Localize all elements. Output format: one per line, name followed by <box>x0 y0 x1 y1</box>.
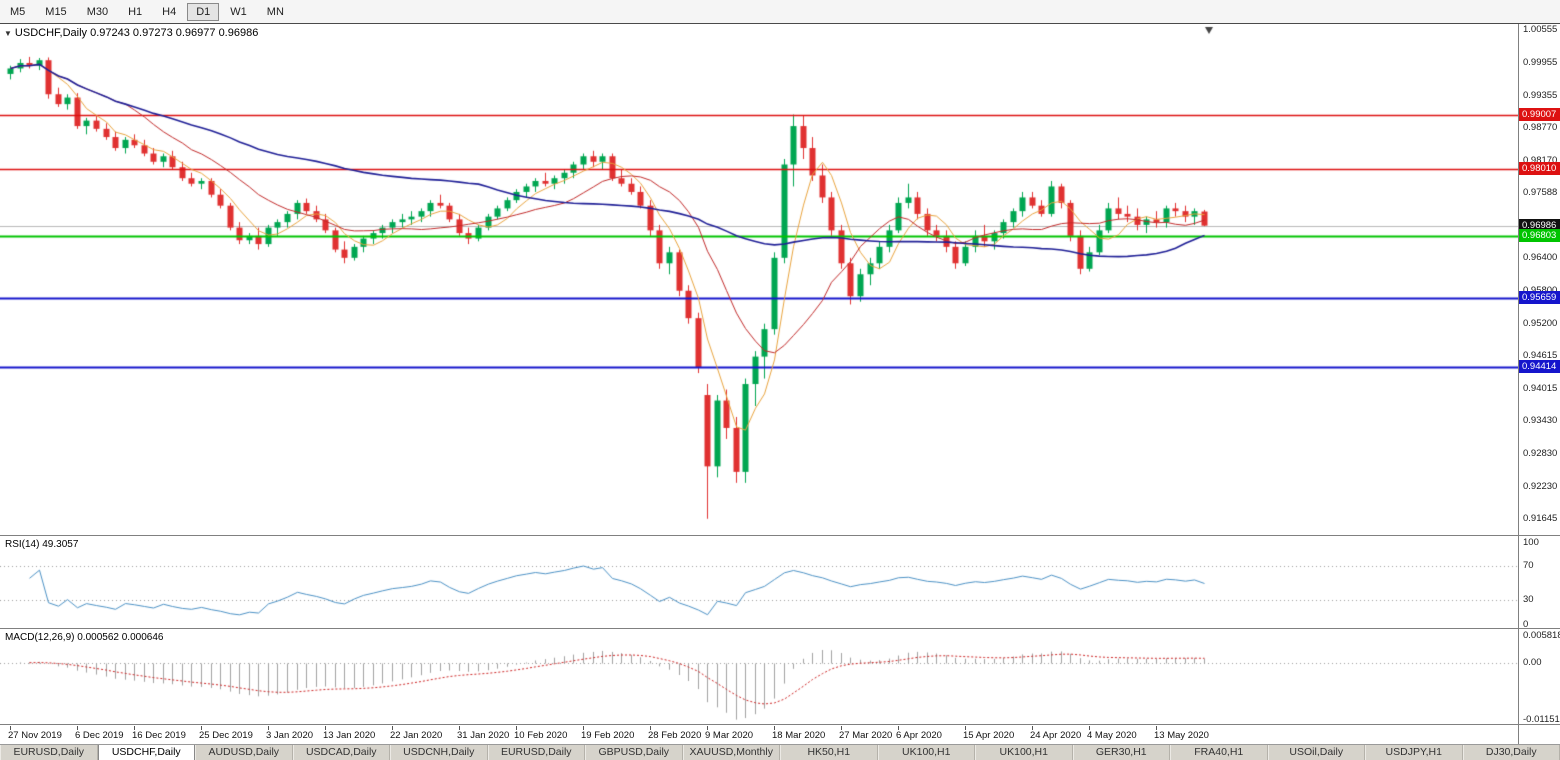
time-axis-label: 13 Jan 2020 <box>323 730 375 741</box>
rsi-chart-canvas[interactable] <box>0 537 1518 629</box>
chart-tab-4[interactable]: USDCNH,Daily <box>390 745 488 760</box>
time-axis-label: 6 Dec 2019 <box>75 730 124 741</box>
time-axis-label: 25 Dec 2019 <box>199 730 253 741</box>
price-level-badge: 0.94414 <box>1519 360 1560 373</box>
time-axis-label: 31 Jan 2020 <box>457 730 509 741</box>
price-chart-canvas[interactable] <box>0 24 1518 536</box>
price-axis-label: 0.99955 <box>1523 57 1557 68</box>
symbol-dropdown-icon[interactable]: ▼ <box>4 29 12 38</box>
rsi-axis-label: 30 <box>1523 594 1534 605</box>
chart-tab-1[interactable]: USDCHF,Daily <box>98 745 196 760</box>
chart-tab-12[interactable]: FRA40,H1 <box>1170 745 1268 760</box>
chart-tab-13[interactable]: USOil,Daily <box>1268 745 1366 760</box>
time-axis-label: 22 Jan 2020 <box>390 730 442 741</box>
price-level-badge: 0.96803 <box>1519 229 1560 242</box>
price-axis-label: 0.98770 <box>1523 122 1557 133</box>
time-axis-label: 10 Feb 2020 <box>514 730 567 741</box>
price-axis-label: 0.96400 <box>1523 252 1557 263</box>
macd-chart-canvas[interactable] <box>0 630 1518 725</box>
scale-separator <box>1518 24 1519 744</box>
time-axis-label: 15 Apr 2020 <box>963 730 1014 741</box>
timeframe-button-mn[interactable]: MN <box>258 3 293 21</box>
chart-tab-8[interactable]: HK50,H1 <box>780 745 878 760</box>
rsi-axis-label: 70 <box>1523 560 1534 571</box>
time-axis-label: 27 Nov 2019 <box>8 730 62 741</box>
macd-label: MACD(12,26,9) 0.000562 0.000646 <box>5 632 163 643</box>
time-axis-label: 3 Jan 2020 <box>266 730 313 741</box>
time-axis[interactable]: 27 Nov 2019 6 Dec 2019 16 Dec 2019 25 Dec 2… <box>0 726 1560 744</box>
rsi-axis-label: 0 <box>1523 619 1528 630</box>
timeframe-button-h4[interactable]: H4 <box>153 3 185 21</box>
chart-tab-11[interactable]: GER30,H1 <box>1073 745 1171 760</box>
rsi-scale[interactable]: 100 70 30 0 <box>1519 537 1560 628</box>
time-axis-label: 19 Feb 2020 <box>581 730 634 741</box>
price-axis-label: 0.91645 <box>1523 513 1557 524</box>
rsi-axis-label: 100 <box>1523 537 1539 548</box>
time-axis-label: 13 May 2020 <box>1154 730 1209 741</box>
timeframe-button-m5[interactable]: M5 <box>1 3 34 21</box>
chart-tab-3[interactable]: USDCAD,Daily <box>293 745 391 760</box>
price-axis-label: 0.93430 <box>1523 415 1557 426</box>
chart-title: ▼USDCHF,Daily 0.97243 0.97273 0.96977 0.… <box>4 27 258 39</box>
timeframe-button-h1[interactable]: H1 <box>119 3 151 21</box>
time-axis-label: 18 Mar 2020 <box>772 730 825 741</box>
chart-tab-5[interactable]: EURUSD,Daily <box>488 745 586 760</box>
rsi-label: RSI(14) 49.3057 <box>5 539 78 550</box>
price-axis-label: 0.99355 <box>1523 90 1557 101</box>
chart-ohlc-values: 0.97243 0.97273 0.96977 0.96986 <box>90 27 258 39</box>
time-axis-label: 28 Feb 2020 <box>648 730 701 741</box>
chart-symbol: USDCHF,Daily <box>15 27 87 39</box>
chart-tab-7[interactable]: XAUUSD,Monthly <box>683 745 781 760</box>
timeframe-button-m15[interactable]: M15 <box>36 3 75 21</box>
macd-panel: MACD(12,26,9) 0.000562 0.000646 0.005818… <box>0 630 1560 725</box>
price-axis-label: 1.00555 <box>1523 24 1557 35</box>
chart-tab-14[interactable]: USDJPY,H1 <box>1365 745 1463 760</box>
macd-axis-label: -0.011510 <box>1523 714 1560 725</box>
time-axis-label: 16 Dec 2019 <box>132 730 186 741</box>
price-axis-label: 0.95200 <box>1523 318 1557 329</box>
macd-axis-label: 0.00 <box>1523 657 1542 668</box>
macd-axis-label: 0.005818 <box>1523 630 1560 641</box>
price-axis-label: 0.94015 <box>1523 383 1557 394</box>
chart-tab-2[interactable]: AUDUSD,Daily <box>195 745 293 760</box>
price-level-badge: 0.99007 <box>1519 108 1560 121</box>
time-axis-label: 4 May 2020 <box>1087 730 1137 741</box>
time-axis-label: 27 Mar 2020 <box>839 730 892 741</box>
chart-tab-9[interactable]: UK100,H1 <box>878 745 976 760</box>
time-axis-label: 9 Mar 2020 <box>705 730 753 741</box>
chart-tab-0[interactable]: EURUSD,Daily <box>0 745 98 760</box>
rsi-panel: RSI(14) 49.3057 100 70 30 0 <box>0 537 1560 629</box>
chart-tab-6[interactable]: GBPUSD,Daily <box>585 745 683 760</box>
timeframe-button-d1[interactable]: D1 <box>187 3 219 21</box>
timeframe-button-w1[interactable]: W1 <box>221 3 256 21</box>
macd-scale[interactable]: 0.005818 0.00 -0.011510 <box>1519 630 1560 724</box>
timeframe-button-m30[interactable]: M30 <box>78 3 117 21</box>
time-axis-label: 24 Apr 2020 <box>1030 730 1081 741</box>
chart-tab-10[interactable]: UK100,H1 <box>975 745 1073 760</box>
price-level-badge: 0.95659 <box>1519 291 1560 304</box>
time-axis-label: 6 Apr 2020 <box>896 730 942 741</box>
price-axis-label: 0.97588 <box>1523 187 1557 198</box>
price-axis-label: 0.92230 <box>1523 481 1557 492</box>
price-level-badge: 0.98010 <box>1519 162 1560 175</box>
main-chart-panel: ▼USDCHF,Daily 0.97243 0.97273 0.96977 0.… <box>0 24 1560 536</box>
price-axis-label: 0.92830 <box>1523 448 1557 459</box>
chart-tab-15[interactable]: DJ30,Daily <box>1463 745 1560 760</box>
